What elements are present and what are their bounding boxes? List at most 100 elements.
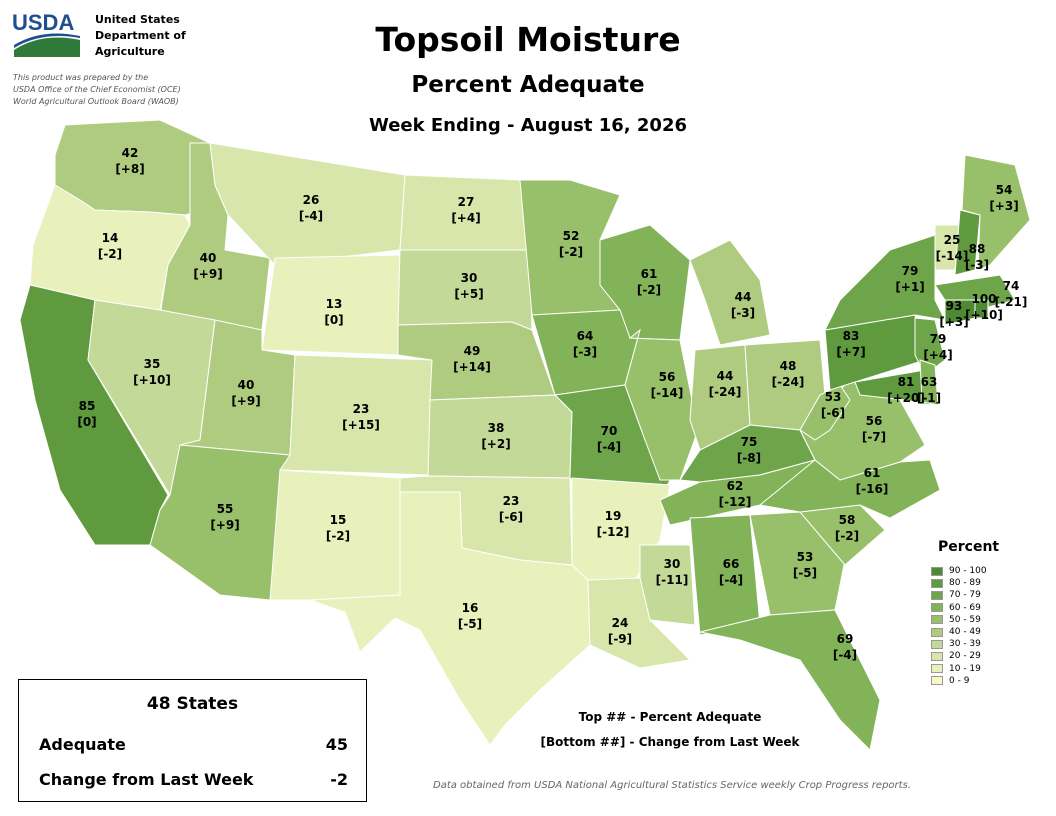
- note-bottom: [Bottom ##] - Change from Last Week: [540, 735, 800, 749]
- state-change-ct: [+3]: [939, 315, 968, 329]
- state-change-ok: [-6]: [499, 510, 523, 524]
- agency-line: Department of: [95, 29, 186, 42]
- state-change-al: [-4]: [719, 573, 743, 587]
- usda-logo: USDA: [12, 10, 84, 64]
- state-value-nc: 61: [864, 466, 881, 480]
- state-change-sd: [+5]: [454, 287, 483, 301]
- state-value-ny: 79: [902, 264, 919, 278]
- state-change-ga: [-5]: [793, 566, 817, 580]
- state-value-ok: 23: [503, 494, 520, 508]
- state-value-nh: 88: [969, 242, 986, 256]
- state-change-tn: [-12]: [719, 495, 752, 509]
- usda-logo-text: USDA: [12, 10, 74, 35]
- state-value-ar: 19: [605, 509, 622, 523]
- state-change-wa: [+8]: [115, 162, 144, 176]
- state-value-md: 81: [898, 375, 915, 389]
- adequate-value: 45: [325, 735, 348, 754]
- state-change-va: [-7]: [862, 430, 886, 444]
- state-value-ut: 40: [238, 378, 255, 392]
- state-value-wv: 53: [825, 390, 842, 404]
- state-value-co: 23: [353, 402, 370, 416]
- state-change-me: [+3]: [989, 199, 1018, 213]
- state-value-wi: 61: [641, 267, 658, 281]
- state-ri: [974, 299, 989, 319]
- state-value-ma: 74: [1003, 279, 1020, 293]
- state-value-ky: 75: [741, 435, 758, 449]
- state-value-nv: 35: [144, 357, 161, 371]
- state-change-in: [-24]: [709, 385, 742, 399]
- state-change-md: [+20]: [887, 391, 925, 405]
- state-value-id: 40: [200, 251, 217, 265]
- state-value-va: 56: [866, 414, 883, 428]
- legend-swatch: [931, 627, 943, 637]
- state-change-la: [-9]: [608, 632, 632, 646]
- state-de: [919, 359, 939, 406]
- legend-swatch: [931, 664, 943, 674]
- state-change-ia: [-3]: [573, 345, 597, 359]
- state-value-in: 44: [717, 369, 734, 383]
- state-change-ca: [0]: [77, 415, 96, 429]
- state-value-pa: 83: [843, 329, 860, 343]
- legend-range-label: 90 - 100: [949, 566, 987, 577]
- agency-name: United States Department of Agriculture: [95, 12, 186, 60]
- legend-range-label: 60 - 69: [949, 602, 981, 613]
- state-value-ms: 30: [664, 557, 681, 571]
- state-change-az: [+9]: [210, 518, 239, 532]
- credit-line: World Agricultural Outlook Board (WAOB): [13, 97, 179, 106]
- state-value-sc: 58: [839, 513, 856, 527]
- legend-item: 80 - 89: [931, 577, 987, 589]
- state-change-wv: [-6]: [821, 406, 845, 420]
- state-change-il: [-14]: [651, 386, 684, 400]
- state-change-de: [-1]: [917, 391, 941, 405]
- state-value-oh: 48: [780, 359, 797, 373]
- state-mi: [689, 239, 771, 346]
- state-az: [149, 444, 291, 601]
- state-change-mn: [-2]: [559, 245, 583, 259]
- state-value-ca: 85: [79, 399, 96, 413]
- state-value-nm: 15: [330, 513, 347, 527]
- state-change-nm: [-2]: [326, 529, 350, 543]
- state-change-sc: [-2]: [835, 529, 859, 543]
- state-me: [961, 154, 1031, 271]
- week-ending: Week Ending - August 16, 2026: [368, 115, 687, 136]
- state-value-wy: 13: [326, 297, 343, 311]
- state-change-oh: [-24]: [772, 375, 805, 389]
- state-value-nj: 79: [930, 332, 947, 346]
- state-change-nc: [-16]: [856, 482, 889, 496]
- state-change-ri: [+10]: [965, 308, 1003, 322]
- state-change-pa: [+7]: [836, 345, 865, 359]
- adequate-row: Adequate 45: [39, 735, 348, 754]
- state-ny: [824, 234, 946, 331]
- state-value-sd: 30: [461, 271, 478, 285]
- credit-line: This product was prepared by the: [13, 73, 149, 82]
- state-value-ks: 38: [488, 421, 505, 435]
- legend-swatch: [931, 676, 943, 686]
- change-value: -2: [330, 770, 348, 789]
- state-value-mo: 70: [601, 424, 618, 438]
- state-value-il: 56: [659, 370, 676, 384]
- state-value-az: 55: [217, 502, 234, 516]
- legend-item: 60 - 69: [931, 602, 987, 614]
- state-value-nd: 27: [458, 195, 475, 209]
- legend-range-label: 20 - 29: [949, 651, 981, 662]
- state-wv: [799, 384, 851, 441]
- state-change-ma: [-21]: [995, 295, 1028, 309]
- legend-range-label: 50 - 59: [949, 614, 981, 625]
- state-value-ne: 49: [464, 344, 481, 358]
- state-change-ny: [+1]: [895, 280, 924, 294]
- state-change-ar: [-12]: [597, 525, 630, 539]
- state-value-ga: 53: [797, 550, 814, 564]
- legend-item: 0 - 9: [931, 675, 987, 687]
- legend-swatch: [931, 590, 943, 600]
- state-change-co: [+15]: [342, 418, 380, 432]
- state-value-tx: 16: [462, 601, 479, 615]
- map-subtitle: Percent Adequate: [411, 72, 645, 98]
- legend-item: 10 - 19: [931, 663, 987, 675]
- legend-range-label: 80 - 89: [949, 578, 981, 589]
- state-change-ks: [+2]: [481, 437, 510, 451]
- legend-item: 30 - 39: [931, 638, 987, 650]
- state-value-al: 66: [723, 557, 740, 571]
- legend-item: 40 - 49: [931, 626, 987, 638]
- legend-swatch: [931, 578, 943, 588]
